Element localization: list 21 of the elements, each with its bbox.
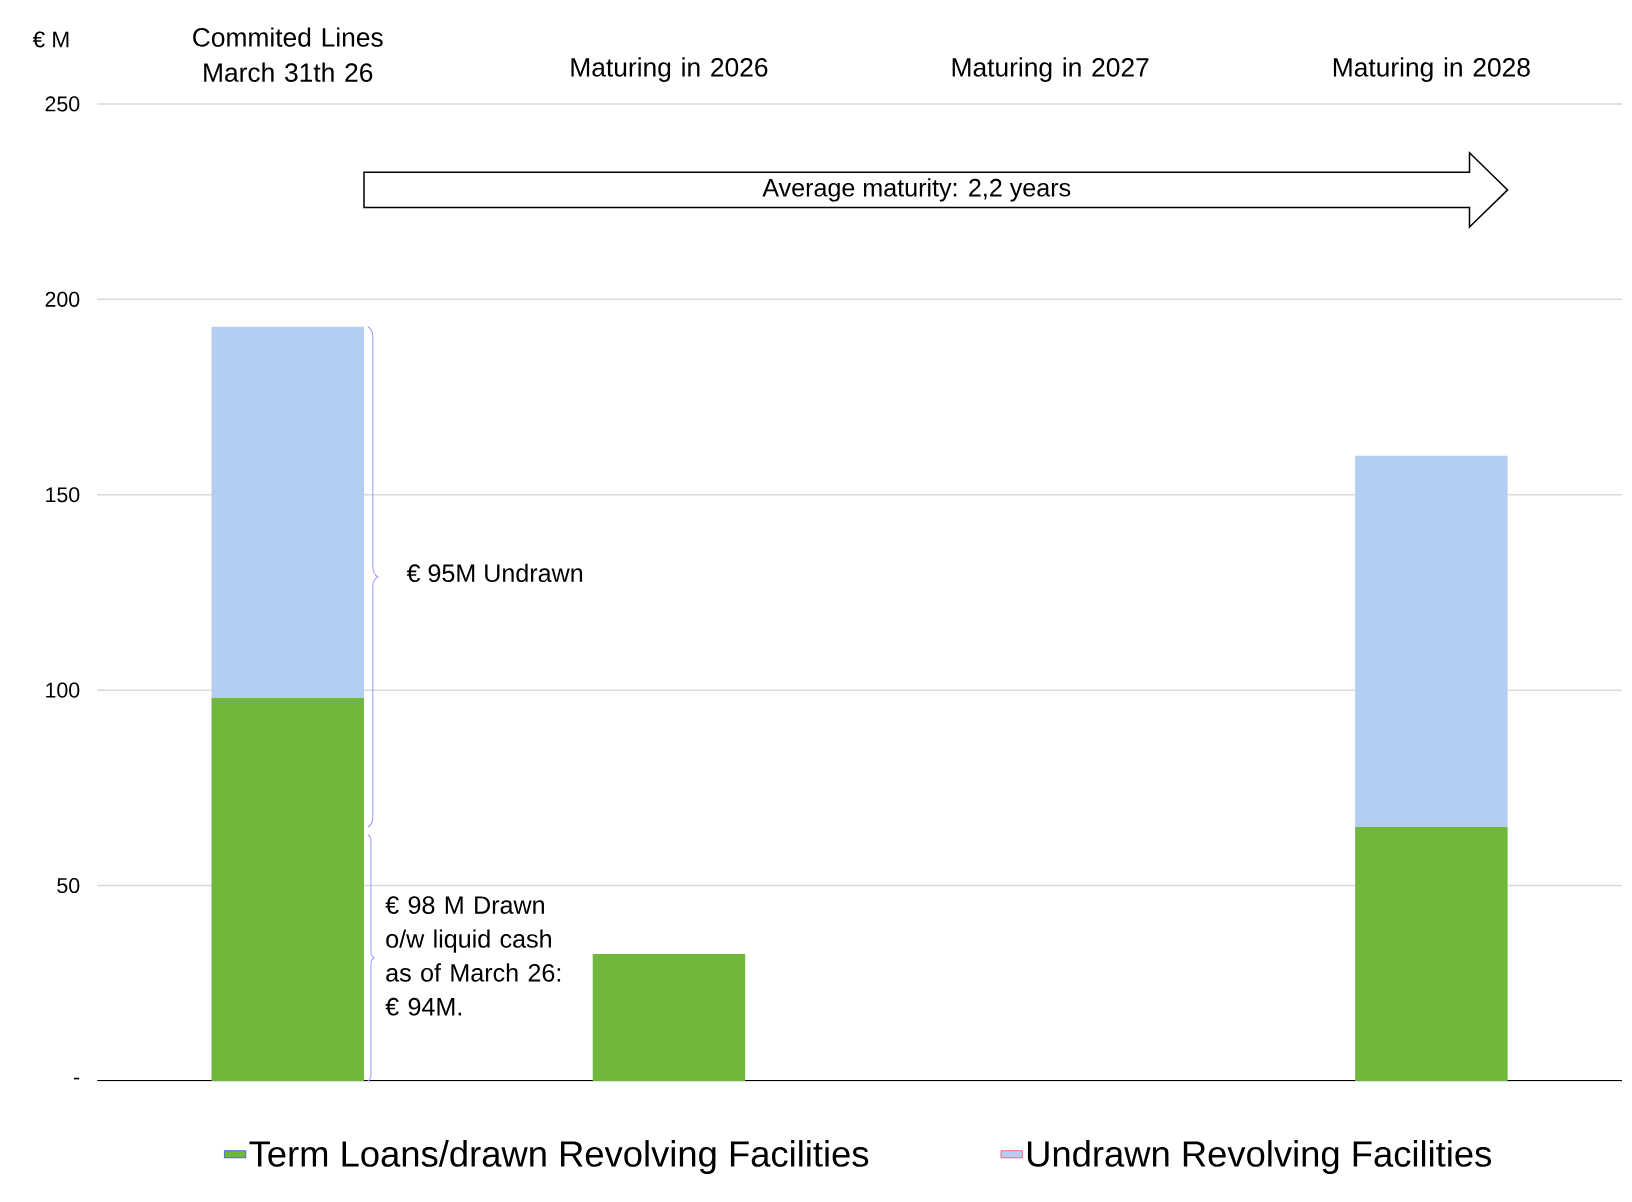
bar	[1355, 455, 1508, 827]
y-tick-label: 100	[46, 682, 80, 698]
x-tick-label: Commited Lines March 31th 26	[193, 27, 383, 82]
annotation: € 98 M Drawn o/w liquid cash as of March 26: € 94M.	[385, 896, 561, 1016]
legend-label: Undrawn Revolving Facilities	[1027, 1140, 1491, 1175]
bar	[1355, 826, 1508, 1081]
y-tick-label: 200	[45, 291, 80, 307]
bar	[592, 953, 746, 1081]
legend-label: Term Loans/drawn Revolving Facilities	[249, 1140, 869, 1175]
y-tick-label: 50	[57, 877, 80, 894]
x-tick-label: Maturing in 2026	[571, 57, 768, 82]
bar	[211, 326, 364, 698]
y-tick-label: 150	[46, 487, 80, 503]
y-tick-label: 250	[45, 96, 80, 112]
annotation: € 95M Undrawn	[406, 563, 583, 583]
y-axis-title: € M	[32, 31, 69, 48]
y-tick-label: -	[73, 1077, 80, 1080]
bar	[211, 697, 364, 1081]
x-tick-label: Maturing in 2027	[952, 57, 1149, 82]
x-tick-label: Maturing in 2028	[1333, 57, 1530, 82]
annotation: Average maturity: 2,2 years	[762, 178, 1071, 202]
